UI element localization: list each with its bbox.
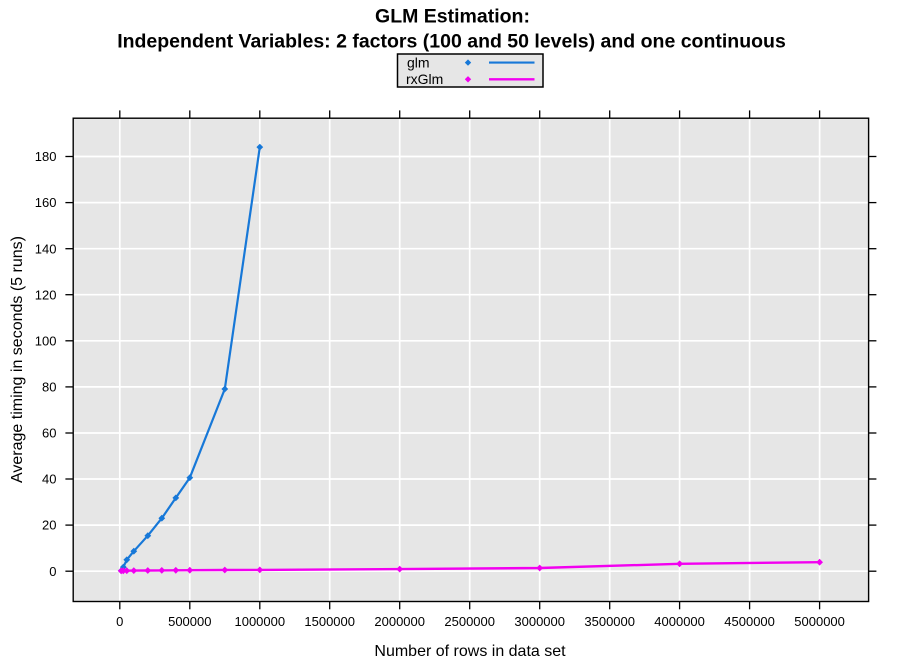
- svg-text:rxGlm: rxGlm: [406, 71, 443, 87]
- svg-text:1500000: 1500000: [304, 614, 355, 629]
- svg-text:Number of rows in data set: Number of rows in data set: [374, 643, 566, 660]
- svg-text:20: 20: [42, 518, 56, 533]
- svg-text:80: 80: [42, 380, 56, 395]
- svg-text:4500000: 4500000: [724, 614, 775, 629]
- svg-text:0: 0: [116, 614, 123, 629]
- svg-text:3500000: 3500000: [584, 614, 635, 629]
- svg-text:3000000: 3000000: [514, 614, 565, 629]
- svg-text:4000000: 4000000: [654, 614, 705, 629]
- svg-text:GLM Estimation:: GLM Estimation:: [375, 6, 530, 28]
- svg-text:0: 0: [49, 564, 56, 579]
- svg-text:1000000: 1000000: [234, 614, 285, 629]
- svg-text:140: 140: [35, 241, 57, 256]
- svg-text:2000000: 2000000: [374, 614, 425, 629]
- svg-text:160: 160: [35, 195, 57, 210]
- svg-text:180: 180: [35, 149, 57, 164]
- svg-text:Average timing in seconds (5 r: Average timing in seconds (5 runs): [9, 236, 26, 483]
- svg-text:60: 60: [42, 426, 56, 441]
- svg-text:40: 40: [42, 472, 56, 487]
- svg-text:500000: 500000: [168, 614, 211, 629]
- svg-text:2500000: 2500000: [444, 614, 495, 629]
- svg-text:5000000: 5000000: [794, 614, 845, 629]
- svg-text:Independent Variables: 2 facto: Independent Variables: 2 factors (100 an…: [117, 31, 786, 53]
- svg-text:glm: glm: [407, 55, 430, 71]
- svg-text:120: 120: [35, 287, 57, 302]
- svg-text:100: 100: [35, 333, 57, 348]
